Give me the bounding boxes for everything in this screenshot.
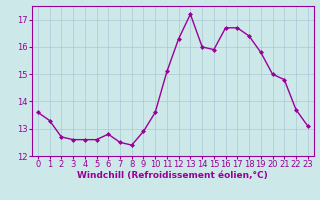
X-axis label: Windchill (Refroidissement éolien,°C): Windchill (Refroidissement éolien,°C)	[77, 171, 268, 180]
